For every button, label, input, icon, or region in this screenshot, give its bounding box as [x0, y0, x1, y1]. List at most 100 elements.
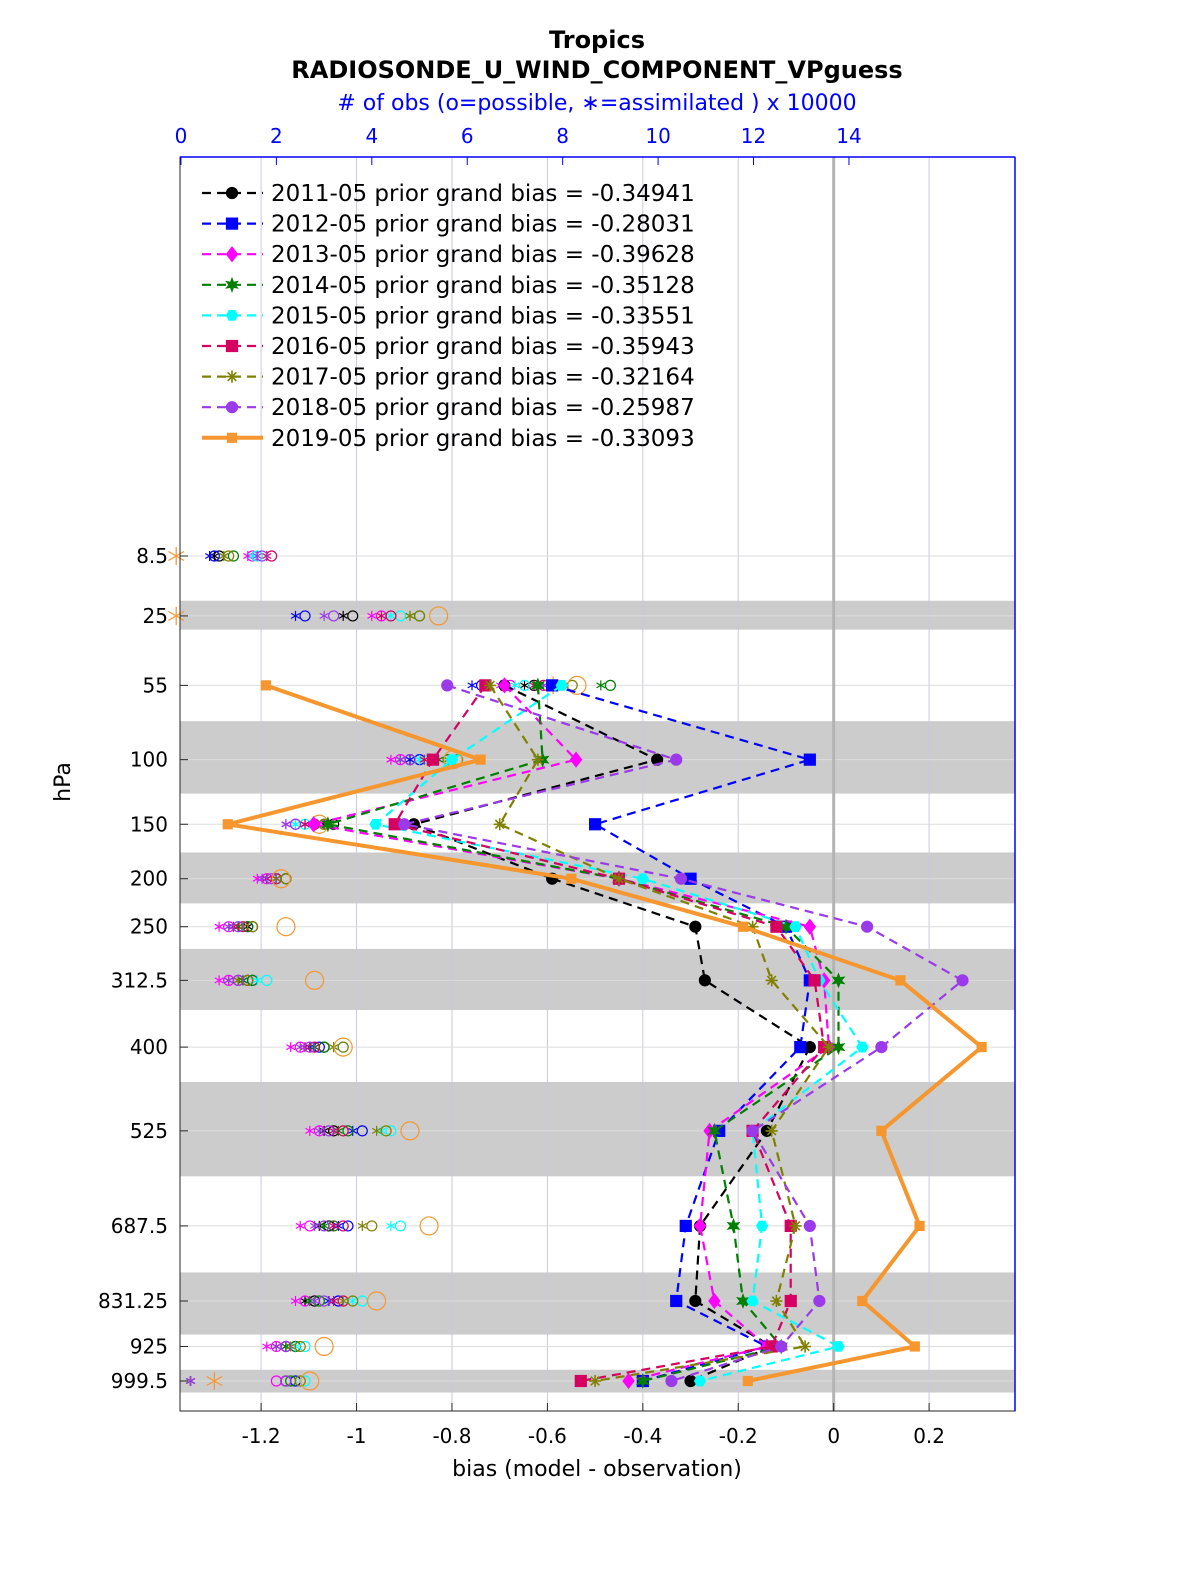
bias-point-2019-05-5: [895, 975, 906, 986]
legend-marker-2011-05: [225, 186, 239, 200]
possible-mark-2015-05-525: [385, 1125, 397, 1137]
assimilated-mark-2016-05-25: [376, 610, 386, 621]
assimilated-mark-2015-05-55: [510, 680, 520, 691]
assimilated-mark-2012-05-55: [467, 680, 477, 691]
legend: 2011-05 prior grand bias = -0.34941 2012-…: [202, 181, 695, 452]
top-tick-label-5: 10: [645, 124, 670, 148]
possible-mark-2019-05-312.5: [304, 970, 325, 990]
bias-point-2015-05-10: [832, 1341, 845, 1352]
legend-label-2016-05: 2016-05 prior grand bias = -0.35943: [271, 334, 695, 360]
legend-marker-2019-05: [226, 432, 238, 443]
legend-marker-2014-05: [225, 276, 239, 293]
assimilated-mark-2016-05-150: [300, 819, 310, 830]
legend-label-2014-05: 2014-05 prior grand bias = -0.35128: [271, 273, 695, 299]
bias-point-2015-05-9: [746, 1295, 759, 1307]
assimilated-mark-2017-05-25: [405, 610, 415, 621]
bias-point-2015-05-11: [693, 1375, 707, 1387]
possible-mark-2019-05-831.25: [366, 1291, 387, 1311]
assimilated-mark-2012-05-100: [405, 754, 415, 765]
bias-point-2019-05-1: [475, 754, 486, 765]
possible-mark-2014-05-8.5: [227, 550, 240, 562]
bias-point-2017-05-2: [493, 818, 506, 831]
assimilated-mark-2018-05-312.5: [224, 975, 234, 986]
possible-mark-2017-05-250: [246, 921, 259, 933]
possible-mark-2018-05-200: [266, 873, 278, 885]
chart-subtitle: RADIOSONDE_U_WIND_COMPONENT_VPguess: [291, 56, 902, 84]
bias-point-2017-05-0: [484, 679, 497, 692]
assimilated-mark-2013-05-100: [386, 754, 396, 765]
possible-mark-2015-05-687.5: [394, 1220, 407, 1232]
possible-mark-2015-05-925: [299, 1340, 311, 1353]
y-tick-label-5: 200: [130, 867, 168, 891]
assimilated-mark-2014-05-687.5: [319, 1220, 329, 1231]
bias-point-2012-05-9: [670, 1294, 683, 1308]
x-tick-label-5: -0.2: [719, 1424, 758, 1448]
bias-point-2016-05-5: [808, 974, 821, 987]
bias-point-2015-05-8: [755, 1220, 769, 1232]
top-tick-label-3: 6: [461, 124, 474, 148]
assimilated-mark-2017-05-525: [371, 1125, 382, 1136]
legend-marker-2017-05: [225, 370, 239, 383]
assimilated-mark-2018-05-200: [257, 873, 267, 884]
possible-mark-2017-05-999.5: [294, 1375, 306, 1387]
assimilated-mark-2018-05-831.25: [309, 1296, 320, 1306]
bias-point-2013-05-0: [498, 677, 511, 694]
y-tick-label-10: 687.5: [111, 1214, 168, 1238]
assimilated-mark-2012-05-8.5: [204, 551, 215, 561]
bias-point-2012-05-6: [794, 1041, 807, 1054]
possible-mark-2018-05-250: [232, 921, 244, 933]
bias-point-2018-05-0: [441, 679, 454, 692]
bias-point-2018-05-4: [860, 920, 874, 933]
shaded-band-0: [180, 600, 1015, 630]
legend-label-2015-05: 2015-05 prior grand bias = -0.33551: [271, 303, 695, 329]
assimilated-mark-2018-05-25: [319, 610, 329, 621]
assimilated-mark-2015-05-831.25: [348, 1296, 358, 1306]
assimilated-mark-2013-05-312.5: [214, 975, 224, 986]
assimilated-mark-2017-05-687.5: [357, 1220, 367, 1231]
y-tick-label-4: 150: [130, 812, 168, 836]
bias-point-2014-05-2: [320, 816, 335, 833]
bias-point-2013-05-2: [307, 816, 320, 833]
bias-point-2018-05-11: [665, 1374, 678, 1388]
possible-mark-2015-05-55: [518, 679, 531, 691]
bias-point-2015-05-2: [369, 818, 382, 830]
legend-label-2012-05: 2012-05 prior grand bias = -0.28031: [271, 212, 695, 238]
shaded-band-2: [180, 852, 1015, 904]
y-tick-label-11: 831.25: [98, 1289, 168, 1313]
assimilated-mark-2018-05-250: [224, 921, 234, 932]
possible-mark-2016-05-687.5: [337, 1220, 349, 1232]
assimilated-mark-2018-05-525: [314, 1125, 324, 1136]
bias-point-2017-05-4: [746, 920, 759, 933]
possible-mark-2018-05-312.5: [232, 974, 244, 986]
x-tick-label-3: -0.6: [528, 1424, 567, 1448]
possible-mark-2019-05-999.5: [300, 1371, 320, 1391]
assimilated-mark-2017-05-831.25: [338, 1296, 348, 1306]
assimilated-mark-2016-05-831.25: [329, 1296, 339, 1306]
x-tick-label-0: -1.2: [242, 1424, 281, 1448]
possible-mark-2019-05-25: [429, 606, 449, 626]
assimilated-mark-2018-05-150: [281, 819, 291, 830]
possible-mark-2017-05-25: [413, 610, 426, 622]
bias-point-2019-05-8: [914, 1220, 925, 1232]
legend-label-2013-05: 2013-05 prior grand bias = -0.39628: [271, 242, 695, 268]
possible-mark-2019-05-400: [333, 1037, 353, 1057]
bias-point-2018-05-9: [813, 1294, 826, 1308]
top-tick-label-0: 0: [175, 124, 188, 148]
bias-point-2018-05-6: [875, 1041, 888, 1054]
possible-mark-2017-05-831.25: [347, 1295, 359, 1307]
y-tick-label-7: 312.5: [111, 968, 168, 992]
bias-point-2019-05-3: [566, 873, 577, 884]
assimilated-mark-2018-05-400: [295, 1042, 305, 1053]
assimilated-mark-2018-05-100: [395, 754, 406, 765]
series-line-2012-05: [551, 684, 811, 1383]
legend-marker-2016-05: [225, 339, 239, 353]
bias-point-2017-05-3: [612, 872, 625, 885]
possible-mark-2017-05-925: [294, 1340, 306, 1353]
possible-mark-2015-05-312.5: [261, 974, 273, 986]
bias-point-2019-05-6: [976, 1042, 987, 1053]
legend-label-2011-05: 2011-05 prior grand bias = -0.34941: [271, 181, 695, 207]
series-line-2019-05: [225, 683, 984, 1383]
y-axis-label: hPa: [51, 762, 76, 802]
chart-title: Tropics: [549, 26, 645, 54]
